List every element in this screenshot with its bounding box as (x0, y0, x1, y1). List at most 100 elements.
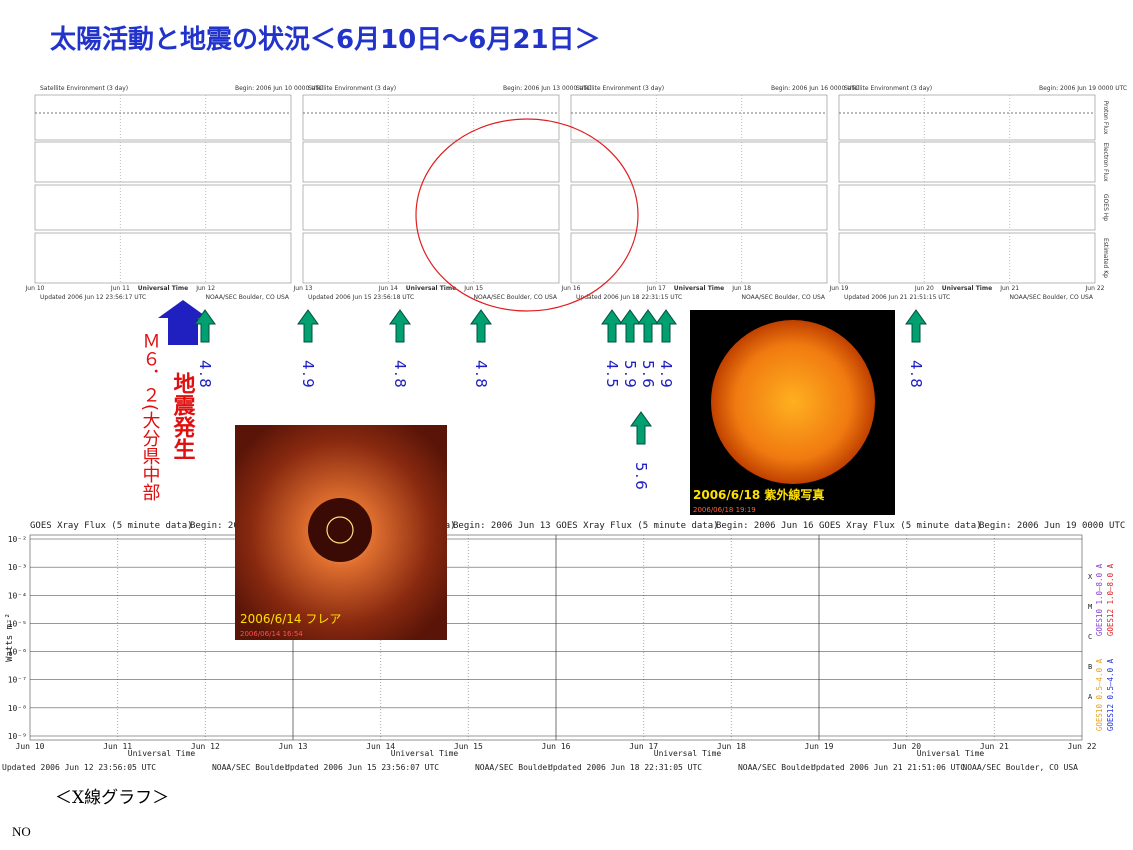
side-label: Estimated Kp (1102, 238, 1109, 278)
event-arrow (297, 309, 319, 343)
event-arrow (389, 309, 411, 343)
panel-header: Satellite Environment (3 day) (308, 85, 396, 92)
date-label: Jun 17 (629, 742, 658, 751)
photo-stamp: 2006/06/14 16:54 (240, 630, 303, 638)
date-label: Jun 15 (454, 742, 483, 751)
date-label: Jun 21 (980, 742, 1009, 751)
subpanel-frame (302, 141, 560, 183)
quake-magnitude: Ｍ６．２(大分県中部 (140, 332, 161, 501)
date-label: Jun 18 (731, 285, 751, 292)
event-arrow (905, 309, 927, 343)
axis-title: Universal Time (406, 285, 456, 292)
date-label: Jun 18 (717, 742, 746, 751)
y-tick-label: 10⁻⁷ (8, 676, 27, 685)
xray-footer: Updated 2006 Jun 12 23:56:05 UTC (2, 763, 156, 772)
slide-title: 太陽活動と地震の状況＜6月10日～6月21日＞ (50, 25, 601, 55)
flare-class: B (1088, 663, 1092, 671)
highlight-circle (415, 118, 639, 312)
xray-footer: Updated 2006 Jun 18 22:31:05 UTC (548, 763, 702, 772)
legend-entry: GOES12 1.0–8.0 A (1106, 563, 1115, 636)
side-label: Electron Flux (1102, 143, 1109, 182)
legend-entry: GOES10 0.5–4.0 A (1095, 658, 1104, 731)
subpanel-frame (34, 141, 292, 183)
panel-footer: NOAA/SEC Boulder, CO USA (206, 294, 290, 301)
panel-begin: Begin: 2006 Jun 13 0000 UTC (503, 85, 591, 92)
magnitude-label: 5.9 (621, 360, 639, 390)
axis-title: Universal Time (138, 285, 188, 292)
xray-header: GOES Xray Flux (5 minute data) (30, 521, 193, 531)
quake-label: 地震発生 (170, 372, 197, 460)
xray-footer: Updated 2006 Jun 15 23:56:07 UTC (285, 763, 439, 772)
subpanel-frame (838, 94, 1096, 141)
date-label: Jun 13 (293, 285, 313, 292)
side-label: GOES Hp (1102, 194, 1109, 221)
event-arrow (601, 309, 623, 343)
date-label: Jun 11 (103, 742, 132, 751)
date-label: Jun 15 (463, 285, 483, 292)
date-label: Jun 22 (1085, 285, 1105, 292)
date-label: Jun 12 (195, 285, 215, 292)
legend-entry: GOES12 0.5–4.0 A (1106, 658, 1115, 731)
y-axis-label: Watts m⁻² (5, 613, 15, 662)
xray-frame (555, 534, 820, 741)
photo-caption: 2006/6/18 紫外線写真 (693, 487, 824, 502)
date-label: Jun 22 (1068, 742, 1097, 751)
subpanel-frame (570, 141, 828, 183)
date-label: Jun 19 (829, 285, 849, 292)
date-label: Jun 14 (366, 742, 395, 751)
y-tick-label: 10⁻⁶ (8, 648, 27, 657)
date-label: Jun 14 (378, 285, 398, 292)
magnitude-label: 4.8 (391, 360, 409, 390)
date-label: Jun 12 (191, 742, 220, 751)
date-label: Jun 11 (110, 285, 130, 292)
date-label: Jun 20 (914, 285, 934, 292)
date-label: Jun 17 (646, 285, 666, 292)
event-arrow (630, 411, 652, 445)
legend-entry: GOES10 1.0–8.0 A (1095, 563, 1104, 636)
event-arrow (470, 309, 492, 343)
xray-begin: Begin: 2006 Jun 13 (453, 521, 551, 531)
subpanel-frame (34, 184, 292, 231)
axis-title: Universal Time (654, 749, 722, 758)
event-arrow (655, 309, 677, 343)
sun-outline (326, 516, 354, 544)
magnitude-label: 4.9 (299, 360, 317, 390)
event-arrow (619, 309, 641, 343)
subpanel-frame (570, 94, 828, 141)
date-label: Jun 13 (279, 742, 308, 751)
panel-header: Satellite Environment (3 day) (844, 85, 932, 92)
panel-footer: Updated 2006 Jun 21 21:51:15 UTC (844, 294, 950, 301)
xray-begin: Begin: 2006 Jun 19 0000 UTC (979, 521, 1125, 531)
sun-disk (711, 320, 875, 484)
subpanel-frame (570, 232, 828, 284)
date-label: Jun 10 (25, 285, 45, 292)
axis-title: Universal Time (128, 749, 196, 758)
xray-footer: NOAA/SEC Boulder (475, 763, 552, 772)
event-arrow (194, 309, 216, 343)
event-arrow (637, 309, 659, 343)
flare-class: C (1088, 633, 1092, 641)
panel-begin: Begin: 2006 Jun 16 0000 UTC (771, 85, 859, 92)
panel-begin: Begin: 2006 Jun 10 0000 UTC (235, 85, 323, 92)
date-label: Jun 21 (999, 285, 1019, 292)
magnitude-label: 5.6 (632, 462, 650, 492)
subpanel-frame (302, 184, 560, 231)
date-label: Jun 10 (16, 742, 45, 751)
subpanel-frame (838, 184, 1096, 231)
y-tick-label: 10⁻⁵ (8, 619, 27, 628)
panel-footer: Updated 2006 Jun 15 23:56:18 UTC (308, 294, 414, 301)
flare-class: A (1088, 693, 1093, 701)
axis-title: Universal Time (942, 285, 992, 292)
occulter (308, 498, 372, 562)
quake-arrow (158, 300, 208, 345)
y-tick-label: 10⁻⁹ (8, 732, 27, 741)
axis-title: Universal Time (391, 749, 459, 758)
axis-title: Universal Time (674, 285, 724, 292)
subpanel-frame (838, 232, 1096, 284)
panel-footer: NOAA/SEC Boulder, CO USA (474, 294, 558, 301)
flare-class: M (1088, 603, 1092, 611)
xray-footer: NOAA/SEC Boulder (738, 763, 815, 772)
photo-stamp: 2006/06/18 19:19 (693, 506, 756, 514)
panel-footer: Updated 2006 Jun 12 23:56:17 UTC (40, 294, 146, 301)
